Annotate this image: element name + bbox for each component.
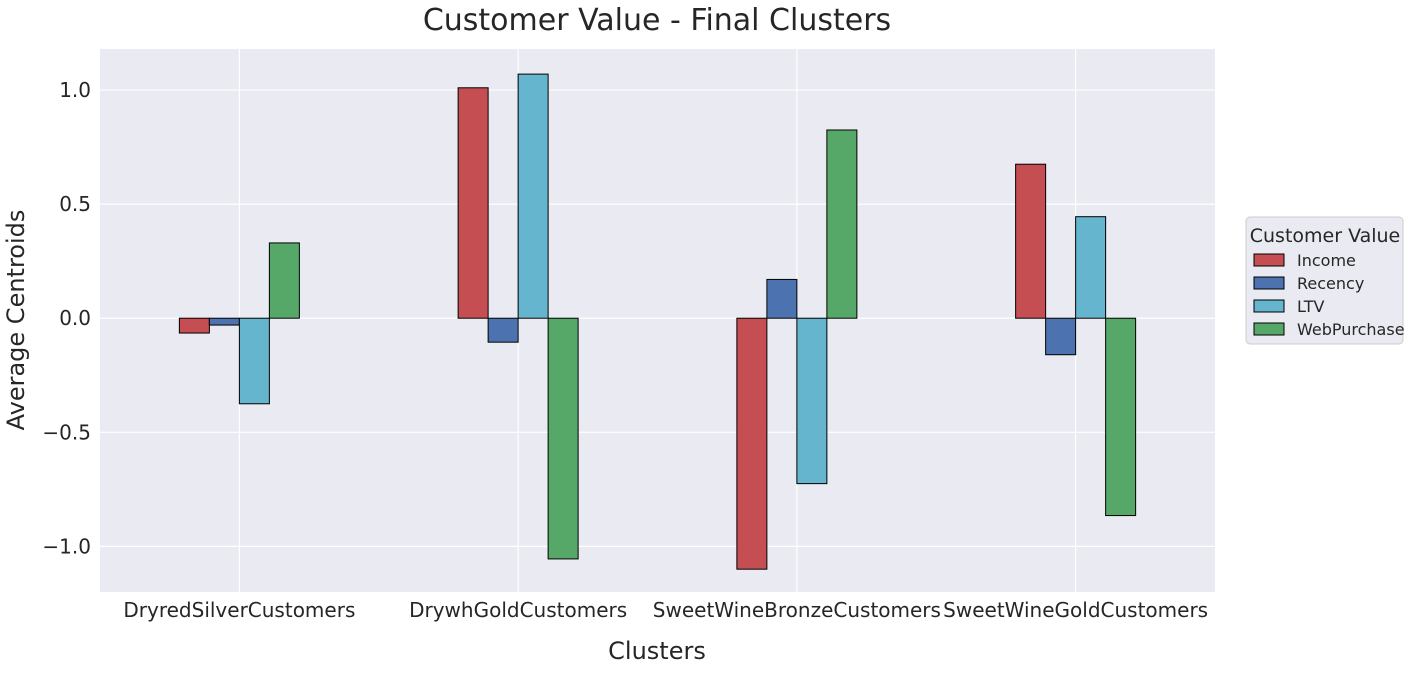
x-tick-label: SweetWineGoldCustomers (943, 598, 1208, 622)
bar-webpurchase-2 (547, 317, 579, 560)
bar-ltv-3 (796, 317, 828, 485)
legend-label-income: Income (1297, 251, 1356, 270)
legend-swatch-recency (1253, 276, 1285, 290)
bar-income-1 (178, 317, 210, 334)
y-tick-label: 1.0 (59, 78, 91, 102)
bar-webpurchase-1 (268, 242, 300, 319)
y-tick-label: 0.5 (59, 192, 91, 216)
bar-recency-2 (487, 317, 519, 343)
legend-title: Customer Value (1250, 225, 1401, 247)
bar-recency-4 (1045, 317, 1077, 356)
bar-ltv-2 (517, 73, 549, 319)
legend-label-recency: Recency (1297, 274, 1364, 293)
bar-recency-3 (766, 278, 798, 319)
bar-income-2 (457, 87, 489, 319)
y-tick-label: −0.5 (42, 420, 91, 444)
bar-ltv-1 (238, 317, 270, 405)
x-tick-label: SweetWineBronzeCustomers (653, 598, 941, 622)
x-axis-label: Clusters (608, 637, 706, 665)
bar-webpurchase-3 (826, 129, 858, 319)
plot-area (100, 49, 1215, 592)
legend-items: Income Recency LTV WebPurchase (1253, 251, 1405, 339)
bars (178, 73, 1137, 570)
y-tick-label: 0.0 (59, 306, 91, 330)
x-tick-label: DrywhGoldCustomers (409, 598, 627, 622)
legend-swatch-income (1253, 253, 1285, 267)
bar-income-3 (736, 317, 768, 570)
legend-frame (1245, 216, 1404, 345)
bar-recency-1 (208, 317, 240, 326)
legend: Customer Value Income Recency LTV WebPurcha… (1245, 216, 1405, 345)
bar-ltv-4 (1075, 216, 1107, 319)
y-tick-label: −1.0 (42, 534, 91, 558)
y-axis-ticks: 1.0 0.5 0.0 −0.5 −1.0 (42, 78, 91, 558)
y-axis-label: Average Centroids (2, 210, 30, 431)
legend-swatch-ltv (1253, 299, 1285, 313)
legend-swatch-webpurchase (1253, 322, 1285, 336)
bar-webpurchase-4 (1105, 317, 1137, 517)
bar-income-4 (1015, 163, 1047, 319)
legend-label-webpurchase: WebPurchase (1297, 320, 1405, 339)
chart-title: Customer Value - Final Clusters (423, 3, 891, 38)
legend-label-ltv: LTV (1297, 297, 1324, 316)
x-tick-label: DryredSilverCustomers (123, 598, 355, 622)
x-axis-ticks: DryredSilverCustomers DrywhGoldCustomers S… (123, 598, 1208, 622)
